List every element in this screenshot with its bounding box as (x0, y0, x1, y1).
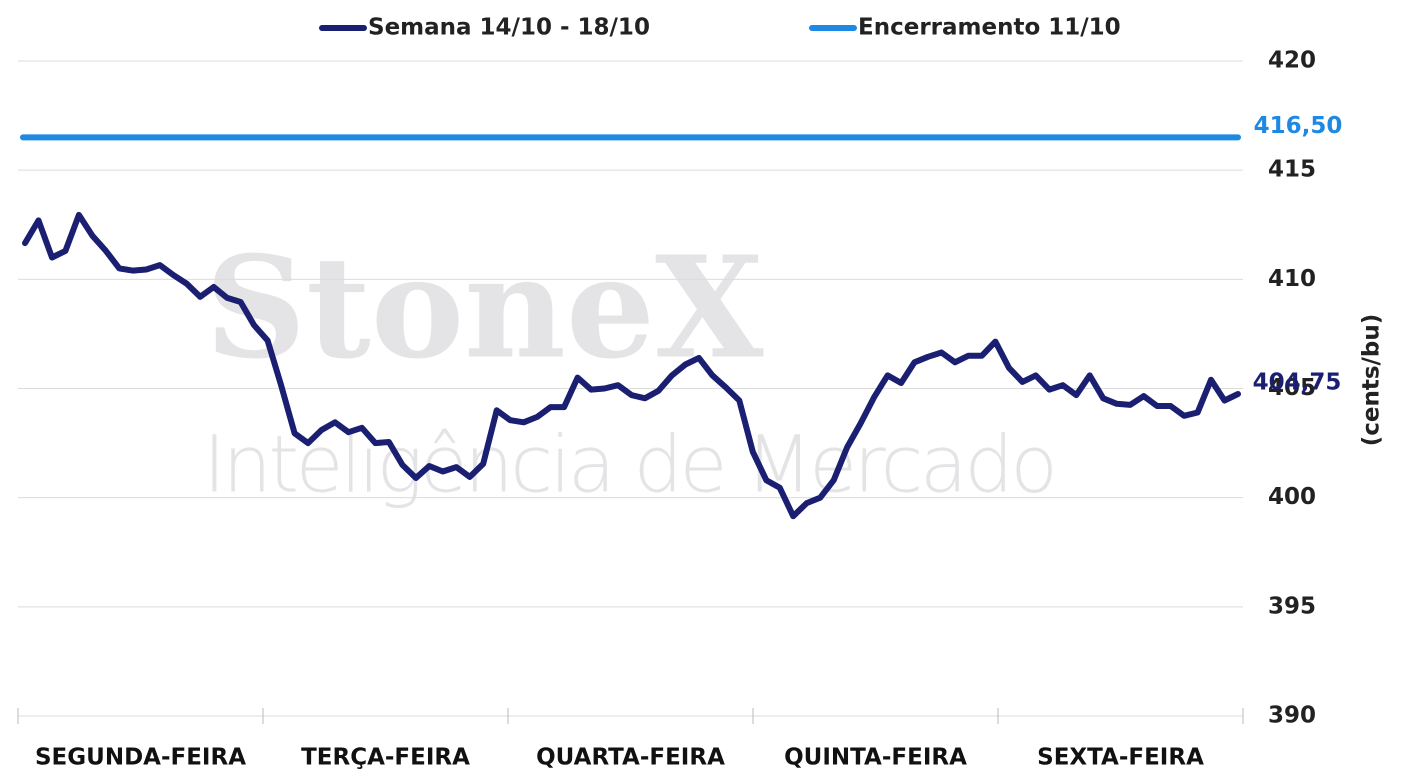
x-tick-label: QUARTA-FEIRA (536, 745, 725, 771)
y-axis-label: (cents/bu) (1359, 314, 1385, 447)
y-tick-label: 405 (1268, 375, 1316, 401)
y-tick-label: 395 (1268, 593, 1316, 619)
y-tick-label: 410 (1268, 266, 1316, 292)
x-tick-label: SEXTA-FEIRA (1037, 745, 1204, 771)
end-label: 404,75 (1253, 369, 1342, 395)
watermark-subtitle: Inteligência de Mercado (203, 421, 1058, 511)
x-tick-label: SEGUNDA-FEIRA (35, 745, 246, 771)
y-tick-label: 390 (1268, 703, 1316, 729)
legend-label: Semana 14/10 - 18/10 (368, 15, 650, 41)
y-tick-label: 415 (1268, 157, 1316, 183)
y-tick-label: 400 (1268, 484, 1316, 510)
reference-label: 416,50 (1254, 113, 1343, 139)
watermark-brand: StoneX (205, 227, 764, 391)
series-line (22, 211, 1241, 520)
legend-label: Encerramento 11/10 (858, 15, 1121, 41)
y-tick-label: 420 (1268, 48, 1316, 74)
x-tick-label: TERÇA-FEIRA (301, 745, 470, 771)
watermark: StoneX Inteligência de Mercado (203, 227, 1058, 511)
x-tick-label: QUINTA-FEIRA (784, 745, 967, 771)
